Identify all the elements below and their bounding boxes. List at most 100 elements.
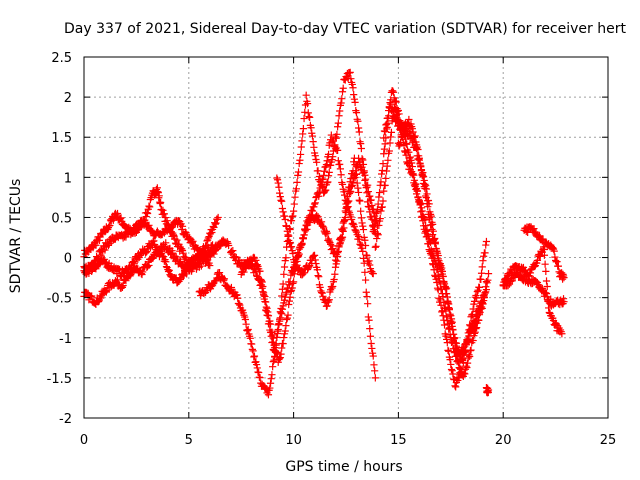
data-point <box>238 306 247 314</box>
data-point <box>107 262 115 270</box>
data-point <box>365 257 373 265</box>
data-point <box>350 95 358 103</box>
data-point <box>354 184 362 192</box>
data-point <box>146 203 154 211</box>
data-point <box>178 225 186 234</box>
data-point <box>280 299 288 307</box>
data-point <box>116 215 124 223</box>
data-point <box>95 236 103 244</box>
data-point <box>335 112 343 120</box>
data-point <box>366 261 374 269</box>
data-point <box>443 313 451 321</box>
data-point <box>302 91 310 99</box>
data-point <box>92 241 100 249</box>
x-tick-label: 0 <box>80 433 88 448</box>
data-point <box>126 272 134 280</box>
data-point <box>349 84 357 92</box>
data-point <box>331 263 340 271</box>
data-point <box>437 301 445 309</box>
data-point <box>284 232 292 240</box>
data-point <box>290 200 298 208</box>
data-point <box>225 241 233 250</box>
data-point <box>206 261 214 270</box>
data-point <box>429 227 437 235</box>
data-point <box>336 160 344 168</box>
data-point <box>419 213 428 221</box>
data-point <box>246 334 254 342</box>
data-point <box>366 332 375 340</box>
data-point <box>329 153 337 161</box>
data-point <box>408 168 416 176</box>
data-point <box>308 129 316 137</box>
data-point <box>155 192 163 200</box>
data-point <box>468 325 476 333</box>
data-point <box>442 332 450 340</box>
data-point <box>280 296 289 304</box>
data-point <box>310 149 319 157</box>
data-point <box>400 141 408 149</box>
data-point <box>359 225 368 234</box>
data-point <box>323 157 331 165</box>
data-point <box>364 181 372 189</box>
data-point <box>293 178 301 186</box>
data-point <box>353 179 361 187</box>
data-point <box>350 223 358 231</box>
data-point <box>329 282 337 291</box>
data-point <box>382 120 391 128</box>
data-point <box>459 355 467 363</box>
data-point <box>283 314 291 322</box>
data-point <box>440 278 448 286</box>
data-point <box>288 284 296 292</box>
data-point <box>550 247 558 255</box>
data-point <box>358 219 366 227</box>
data-point <box>415 156 423 164</box>
data-point <box>354 117 362 125</box>
data-point <box>320 167 328 175</box>
data-point <box>292 185 300 193</box>
data-point <box>455 374 463 382</box>
data-point <box>438 264 446 272</box>
data-point <box>182 254 190 262</box>
data-point <box>429 220 437 228</box>
data-point <box>280 270 288 278</box>
data-point <box>431 234 439 243</box>
data-point <box>276 353 284 362</box>
data-point <box>445 347 453 355</box>
data-point <box>354 232 363 240</box>
data-point <box>417 162 425 170</box>
data-point <box>360 168 368 177</box>
data-point <box>322 186 330 194</box>
data-point <box>314 213 322 221</box>
data-point <box>252 358 260 366</box>
data-point <box>553 258 561 266</box>
data-point <box>372 242 380 250</box>
data-point <box>439 312 447 320</box>
data-point <box>356 197 364 205</box>
data-point <box>338 225 346 233</box>
data-point <box>435 257 443 265</box>
data-point <box>484 270 493 278</box>
data-point <box>269 331 277 339</box>
data-point <box>334 119 342 127</box>
data-point <box>461 347 469 355</box>
data-point <box>178 222 187 230</box>
data-point <box>337 233 345 242</box>
data-point <box>408 134 416 142</box>
data-point <box>300 114 308 123</box>
data-point <box>312 193 320 202</box>
data-point <box>369 270 377 278</box>
data-point <box>324 172 333 180</box>
data-point <box>482 241 490 249</box>
data-point <box>283 288 291 296</box>
data-point <box>366 192 374 200</box>
data-point <box>446 312 454 320</box>
y-tick-label: 1.5 <box>51 131 72 146</box>
data-point <box>275 183 283 191</box>
data-point <box>334 252 342 260</box>
data-point <box>289 249 297 258</box>
data-point <box>323 302 331 310</box>
data-point <box>379 197 387 205</box>
data-point <box>295 250 303 258</box>
y-tick-label: -1 <box>59 332 72 347</box>
